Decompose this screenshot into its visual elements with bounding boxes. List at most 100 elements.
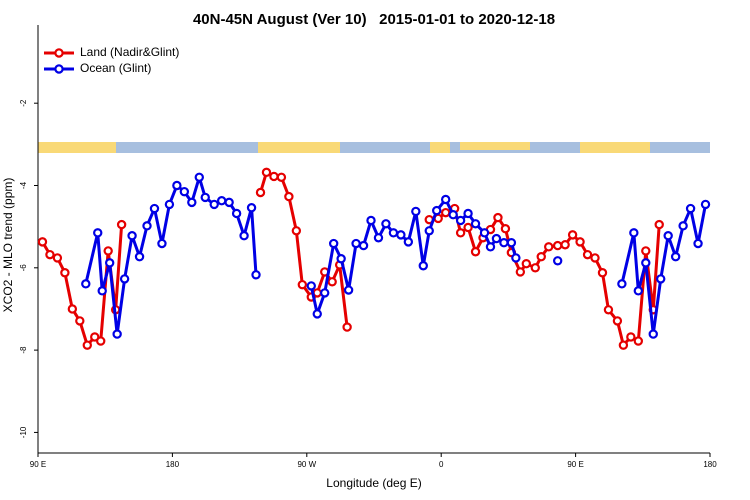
series-point <box>81 279 91 289</box>
series-point <box>590 253 600 263</box>
series-point <box>82 340 92 350</box>
series-point <box>648 329 658 339</box>
x-tick-label: 90 E <box>30 460 46 469</box>
series-point <box>103 246 113 256</box>
series-point <box>633 286 644 296</box>
series-point <box>127 231 137 241</box>
series-point <box>216 196 227 206</box>
series-point <box>239 231 249 241</box>
chart-title: 40N-45N August (Ver 10) 2015-01-01 to 20… <box>193 11 555 28</box>
series-point <box>269 171 279 182</box>
land-strip <box>430 142 450 153</box>
series-point <box>536 251 546 262</box>
series-point <box>603 305 614 315</box>
series-point <box>463 222 473 233</box>
series-point <box>499 238 509 248</box>
series-point <box>424 226 434 236</box>
series-point <box>172 180 182 191</box>
series-point <box>552 256 563 266</box>
series-point <box>119 274 130 284</box>
series-point <box>663 231 673 241</box>
series-point <box>96 336 106 346</box>
series-point <box>366 215 376 226</box>
series-point <box>209 199 219 210</box>
series-point <box>134 251 145 262</box>
series-point <box>164 199 175 210</box>
series-point <box>97 286 107 296</box>
series-point <box>75 316 85 326</box>
y-tick-label: -2 <box>19 99 28 107</box>
series-point <box>641 246 651 256</box>
series-point <box>670 251 681 262</box>
series-point <box>187 197 197 208</box>
series-point <box>67 304 78 314</box>
series-point <box>448 210 458 220</box>
series-point <box>381 219 391 229</box>
series-point <box>291 226 302 236</box>
series-point <box>567 230 578 240</box>
series-point <box>327 277 337 287</box>
series-point <box>626 332 636 342</box>
y-tick-label: -4 <box>19 181 28 189</box>
series-point <box>194 172 204 182</box>
series-point <box>320 288 330 298</box>
series-point <box>455 215 466 226</box>
y-axis-label: XCO2 - MLO trend (ppm) <box>1 178 15 313</box>
series-point <box>224 197 234 208</box>
series-point <box>411 206 421 217</box>
series-point <box>612 316 623 326</box>
series-point <box>506 238 517 248</box>
series-point <box>641 258 651 268</box>
series-point <box>560 240 570 250</box>
series-point <box>358 240 369 251</box>
series-point <box>440 207 451 218</box>
series-point <box>251 270 261 280</box>
series-point <box>52 253 63 263</box>
series-point <box>306 281 316 291</box>
series-point <box>396 230 406 240</box>
series-point <box>60 268 70 278</box>
series-point <box>693 238 703 249</box>
series-point <box>261 167 272 178</box>
series-point <box>276 172 287 182</box>
land-strip <box>258 142 340 153</box>
x-tick-label: 0 <box>439 460 444 469</box>
series-point <box>142 221 152 231</box>
series-point <box>700 199 711 210</box>
series-point <box>388 228 399 238</box>
series-point <box>470 247 481 257</box>
series-point <box>440 194 451 205</box>
series-point <box>297 279 308 290</box>
series-point <box>343 285 354 295</box>
series-point <box>93 228 103 238</box>
series-point <box>544 242 554 252</box>
x-axis-label: Longitude (deg E) <box>326 476 421 490</box>
series-point <box>284 191 294 202</box>
series-point <box>231 208 242 219</box>
land-ocean-strip <box>38 142 710 153</box>
series-point <box>597 268 608 278</box>
series-point <box>656 274 666 284</box>
x-tick-label: 90 W <box>297 460 316 469</box>
y-tick-label: -6 <box>19 264 28 272</box>
series-point <box>515 267 526 277</box>
series-point <box>351 238 361 249</box>
series-point <box>530 263 540 273</box>
series-point <box>112 329 122 339</box>
series-point <box>342 322 352 332</box>
series-line <box>41 170 661 347</box>
ocean-strip <box>38 142 710 153</box>
series-point <box>493 212 503 223</box>
series-point <box>90 332 100 342</box>
series-point <box>491 233 502 244</box>
legend-marker <box>54 48 64 58</box>
series-point <box>149 203 160 214</box>
series-point <box>312 309 322 319</box>
series-point <box>633 336 644 346</box>
x-tick-label: 180 <box>703 460 717 469</box>
series-point <box>255 187 266 198</box>
series-point <box>618 340 629 350</box>
legend-marker <box>54 64 64 74</box>
series-point <box>552 240 563 251</box>
